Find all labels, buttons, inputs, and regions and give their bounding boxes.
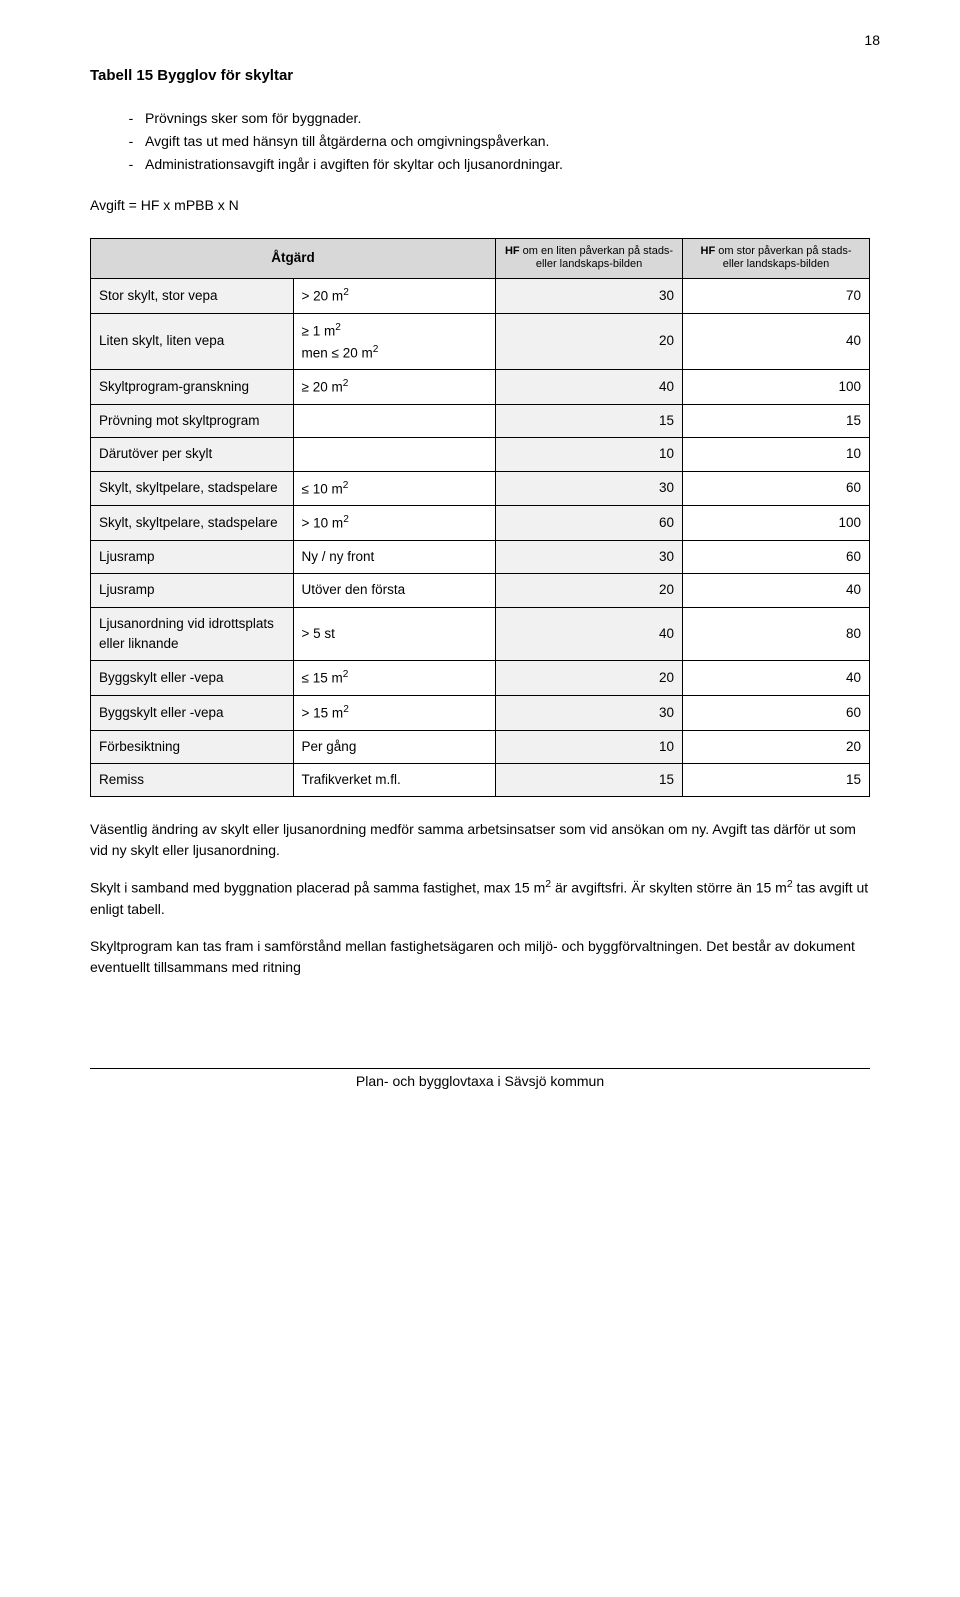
cell-atgard: Byggskylt eller -vepa bbox=[91, 661, 294, 696]
paragraph: Skylt i samband med byggnation placerad … bbox=[90, 877, 870, 920]
table-row: Byggskylt eller -vepa> 15 m23060 bbox=[91, 695, 870, 730]
note-item: Prövnings sker som för byggnader. bbox=[145, 108, 870, 129]
table-row: Skylt, skyltpelare, stadspelare≤ 10 m230… bbox=[91, 471, 870, 506]
cell-hf-liten: 30 bbox=[496, 695, 683, 730]
table-row: Byggskylt eller -vepa≤ 15 m22040 bbox=[91, 661, 870, 696]
formula-text: Avgift = HF x mPBB x N bbox=[90, 195, 870, 216]
table-header-row: Åtgärd HF om en liten påverkan på stads-… bbox=[91, 238, 870, 279]
cell-hf-liten: 20 bbox=[496, 661, 683, 696]
table-row: LjusrampUtöver den första2040 bbox=[91, 574, 870, 607]
cell-spec: Utöver den första bbox=[293, 574, 496, 607]
footer-text: Plan- och bygglovtaxa i Sävsjö kommun bbox=[90, 1069, 870, 1092]
cell-spec: ≤ 10 m2 bbox=[293, 471, 496, 506]
cell-spec: > 10 m2 bbox=[293, 506, 496, 541]
cell-hf-stor: 40 bbox=[683, 313, 870, 370]
document-page: 18 Tabell 15 Bygglov för skyltar Prövnin… bbox=[0, 0, 960, 1597]
cell-hf-liten: 20 bbox=[496, 313, 683, 370]
cell-atgard: Förbesiktning bbox=[91, 730, 294, 763]
table-row: Därutöver per skylt 1010 bbox=[91, 438, 870, 471]
page-title: Tabell 15 Bygglov för skyltar bbox=[90, 65, 870, 88]
table-body: Stor skylt, stor vepa> 20 m23070Liten sk… bbox=[91, 279, 870, 797]
cell-hf-liten: 40 bbox=[496, 370, 683, 405]
cell-hf-liten: 15 bbox=[496, 405, 683, 438]
cell-spec: > 20 m2 bbox=[293, 279, 496, 314]
cell-hf-liten: 10 bbox=[496, 730, 683, 763]
cell-hf-liten: 30 bbox=[496, 471, 683, 506]
cell-hf-stor: 40 bbox=[683, 574, 870, 607]
cell-hf-stor: 100 bbox=[683, 370, 870, 405]
cell-atgard: Skylt, skyltpelare, stadspelare bbox=[91, 471, 294, 506]
cell-spec: Trafikverket m.fl. bbox=[293, 763, 496, 796]
table-row: RemissTrafikverket m.fl.1515 bbox=[91, 763, 870, 796]
fee-table: Åtgärd HF om en liten påverkan på stads-… bbox=[90, 238, 870, 798]
table-row: LjusrampNy / ny front3060 bbox=[91, 541, 870, 574]
cell-atgard: Ljusramp bbox=[91, 541, 294, 574]
note-item: Avgift tas ut med hänsyn till åtgärderna… bbox=[145, 131, 870, 152]
cell-hf-stor: 60 bbox=[683, 695, 870, 730]
cell-atgard: Liten skylt, liten vepa bbox=[91, 313, 294, 370]
header-hf-stor: HF om stor påverkan på stads- eller land… bbox=[683, 238, 870, 279]
cell-spec: Per gång bbox=[293, 730, 496, 763]
cell-atgard: Byggskylt eller -vepa bbox=[91, 695, 294, 730]
table-row: FörbesiktningPer gång1020 bbox=[91, 730, 870, 763]
cell-hf-stor: 70 bbox=[683, 279, 870, 314]
cell-spec: ≤ 15 m2 bbox=[293, 661, 496, 696]
note-item: Administrationsavgift ingår i avgiften f… bbox=[145, 154, 870, 175]
cell-hf-liten: 30 bbox=[496, 279, 683, 314]
cell-hf-stor: 20 bbox=[683, 730, 870, 763]
cell-hf-stor: 100 bbox=[683, 506, 870, 541]
cell-spec: > 5 st bbox=[293, 607, 496, 661]
table-row: Prövning mot skyltprogram 1515 bbox=[91, 405, 870, 438]
cell-hf-stor: 10 bbox=[683, 438, 870, 471]
cell-hf-stor: 15 bbox=[683, 763, 870, 796]
cell-atgard: Ljusanordning vid idrottsplats eller lik… bbox=[91, 607, 294, 661]
cell-atgard: Ljusramp bbox=[91, 574, 294, 607]
cell-atgard: Skylt, skyltpelare, stadspelare bbox=[91, 506, 294, 541]
cell-spec: ≥ 20 m2 bbox=[293, 370, 496, 405]
cell-hf-stor: 60 bbox=[683, 471, 870, 506]
page-number: 18 bbox=[864, 30, 880, 51]
table-row: Skylt, skyltpelare, stadspelare> 10 m260… bbox=[91, 506, 870, 541]
paragraph: Väsentlig ändring av skylt eller ljusano… bbox=[90, 819, 870, 861]
cell-hf-stor: 15 bbox=[683, 405, 870, 438]
cell-spec: > 15 m2 bbox=[293, 695, 496, 730]
cell-spec: ≥ 1 m2men ≤ 20 m2 bbox=[293, 313, 496, 370]
cell-spec: Ny / ny front bbox=[293, 541, 496, 574]
notes-list: Prövnings sker som för byggnader. Avgift… bbox=[90, 108, 870, 175]
cell-hf-liten: 40 bbox=[496, 607, 683, 661]
cell-atgard: Stor skylt, stor vepa bbox=[91, 279, 294, 314]
cell-hf-stor: 80 bbox=[683, 607, 870, 661]
table-row: Liten skylt, liten vepa≥ 1 m2men ≤ 20 m2… bbox=[91, 313, 870, 370]
table-row: Stor skylt, stor vepa> 20 m23070 bbox=[91, 279, 870, 314]
table-row: Skyltprogram-granskning≥ 20 m240100 bbox=[91, 370, 870, 405]
paragraph: Skyltprogram kan tas fram i samförstånd … bbox=[90, 936, 870, 978]
cell-hf-liten: 10 bbox=[496, 438, 683, 471]
cell-hf-liten: 60 bbox=[496, 506, 683, 541]
cell-atgard: Prövning mot skyltprogram bbox=[91, 405, 294, 438]
cell-hf-liten: 30 bbox=[496, 541, 683, 574]
cell-spec bbox=[293, 405, 496, 438]
cell-hf-stor: 40 bbox=[683, 661, 870, 696]
cell-hf-liten: 20 bbox=[496, 574, 683, 607]
cell-atgard: Därutöver per skylt bbox=[91, 438, 294, 471]
cell-hf-liten: 15 bbox=[496, 763, 683, 796]
header-hf-liten: HF om en liten påverkan på stads- eller … bbox=[496, 238, 683, 279]
cell-hf-stor: 60 bbox=[683, 541, 870, 574]
cell-atgard: Skyltprogram-granskning bbox=[91, 370, 294, 405]
table-row: Ljusanordning vid idrottsplats eller lik… bbox=[91, 607, 870, 661]
cell-spec bbox=[293, 438, 496, 471]
cell-atgard: Remiss bbox=[91, 763, 294, 796]
header-atgard: Åtgärd bbox=[91, 238, 496, 279]
